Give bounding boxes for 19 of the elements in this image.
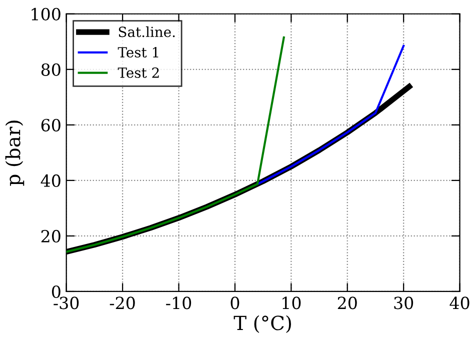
- x-tick-label: 0: [230, 296, 240, 310]
- x-tick-label: 30: [394, 296, 414, 310]
- x-tick-label: -30: [54, 296, 79, 310]
- x-axis-title: T (°C): [234, 315, 291, 334]
- y-tick-label: 40: [40, 174, 60, 188]
- y-axis-title: p (bar): [5, 120, 24, 186]
- legend-label: Test 1: [118, 47, 158, 58]
- x-tick-label: 20: [338, 296, 357, 310]
- y-tick-label: 80: [41, 63, 60, 76]
- y-tick-label: 100: [32, 8, 60, 20]
- legend-label: Sat.line.: [118, 26, 175, 38]
- y-tick-label: 20: [41, 230, 60, 243]
- x-tick-label: -10: [166, 296, 192, 310]
- x-tick-label: -20: [110, 296, 135, 310]
- y-tick-label: 60: [41, 118, 60, 132]
- x-tick-label: 10: [282, 296, 301, 310]
- legend-label: Test 2: [118, 67, 159, 78]
- x-tick-label: 40: [450, 296, 470, 310]
- y-tick-label: 0: [52, 285, 60, 298]
